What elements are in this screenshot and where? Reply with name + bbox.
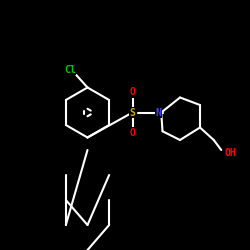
Text: O: O — [130, 88, 136, 98]
Text: O: O — [130, 128, 136, 138]
Text: Cl: Cl — [64, 65, 76, 75]
Text: OH: OH — [224, 148, 236, 158]
Text: N: N — [156, 108, 162, 118]
Text: S: S — [130, 108, 136, 118]
